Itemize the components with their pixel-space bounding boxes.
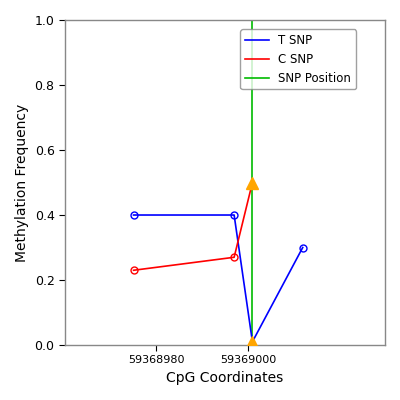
Legend: T SNP, C SNP, SNP Position: T SNP, C SNP, SNP Position bbox=[240, 29, 356, 90]
X-axis label: CpG Coordinates: CpG Coordinates bbox=[166, 371, 284, 385]
Y-axis label: Methylation Frequency: Methylation Frequency bbox=[15, 103, 29, 262]
